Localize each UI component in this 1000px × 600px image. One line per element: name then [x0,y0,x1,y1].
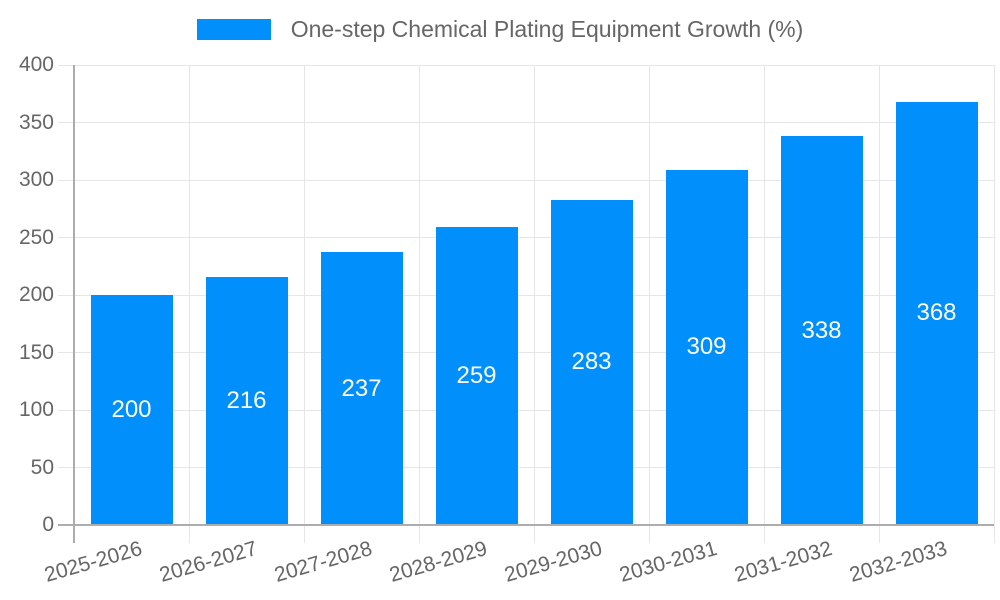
bar-2029-2030[interactable] [550,199,633,525]
gridline-v-5 [648,65,650,543]
y-tick-label-350: 350 [18,110,54,134]
bar-value-label-2030-2031: 309 [686,333,727,361]
x-tick-label-2028-2029: 2028-2029 [386,537,490,587]
x-tick-label-2029-2030: 2029-2030 [501,537,605,587]
bar-2027-2028[interactable] [320,252,403,525]
legend-swatch-icon [196,19,271,40]
legend-label: One-step Chemical Plating Equipment Grow… [290,16,804,42]
gridline-h-400 [58,64,994,66]
x-tick-label-2025-2026: 2025-2026 [41,537,145,587]
gridline-h-300 [58,179,994,181]
gridline-v-1 [188,65,190,543]
y-axis-line [73,65,75,543]
bar-2025-2026[interactable] [90,295,173,525]
bar-value-label-2031-2032: 338 [801,316,842,344]
y-tick-label-250: 250 [18,225,54,249]
gridline-v-6 [763,65,765,543]
x-tick-label-2026-2027: 2026-2027 [156,537,260,587]
gridline-h-50 [58,467,994,468]
gridline-v-3 [418,65,420,543]
gridline-v-2 [303,65,305,543]
legend[interactable]: One-step Chemical Plating Equipment Grow… [0,16,1000,43]
y-tick-label-400: 400 [18,53,54,76]
bar-2032-2033[interactable] [895,101,978,525]
bar-value-label-2027-2028: 237 [341,374,382,402]
bar-2028-2029[interactable] [435,227,518,525]
gridline-v-7 [878,65,880,543]
gridline-v-4 [533,65,535,543]
gridline-h-100 [58,409,994,411]
y-tick-label-300: 300 [18,168,54,191]
gridline-h-200 [58,294,994,296]
gridline-v-8 [993,65,995,543]
bar-2030-2031[interactable] [665,169,748,525]
y-tick-label-200: 200 [18,283,54,306]
bar-value-label-2029-2030: 283 [571,348,612,376]
gridline-h-350 [58,122,994,123]
y-tick-label-100: 100 [18,398,54,421]
gridline-h-250 [58,237,994,238]
x-tick-label-2027-2028: 2027-2028 [271,537,375,587]
x-tick-label-2030-2031: 2030-2031 [616,537,720,587]
y-tick-label-50: 50 [30,455,54,479]
y-tick-label-0: 0 [42,513,54,536]
x-axis-line [58,524,994,526]
bar-value-label-2025-2026: 200 [111,396,152,423]
x-tick-label-2031-2032: 2031-2032 [731,537,835,587]
bar-value-label-2026-2027: 216 [226,386,267,414]
bar-2026-2027[interactable] [205,276,288,525]
x-tick-label-2032-2033: 2032-2033 [846,537,950,587]
bar-value-label-2032-2033: 368 [916,299,957,327]
gridline-h-150 [58,352,994,353]
y-tick-label-150: 150 [18,340,54,364]
bar-2031-2032[interactable] [780,136,863,525]
bar-value-label-2028-2029: 259 [456,362,497,390]
